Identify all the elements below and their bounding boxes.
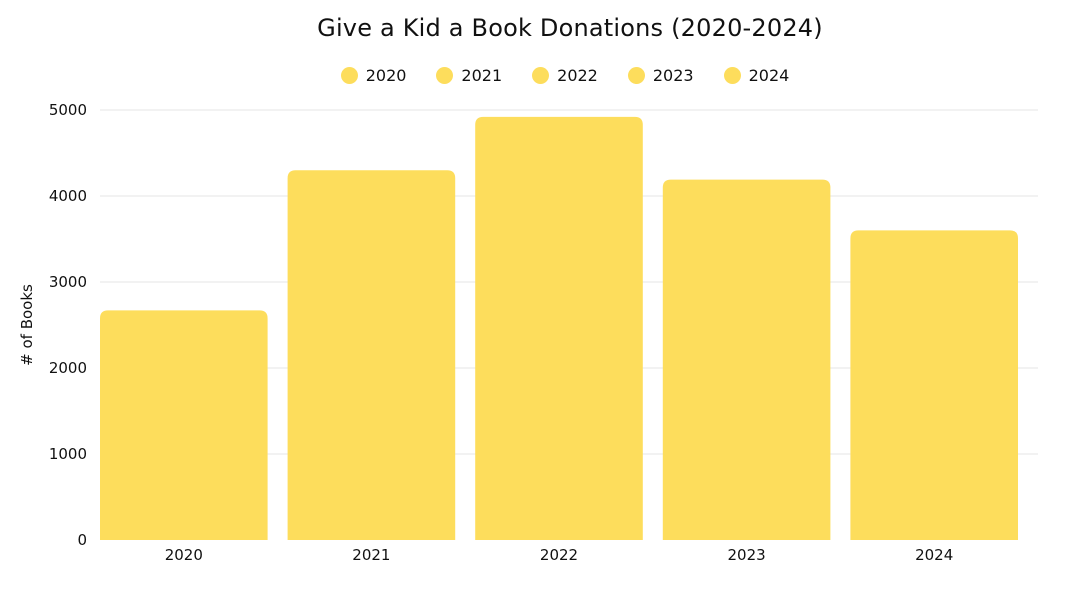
legend-item: 2023 bbox=[627, 66, 694, 85]
y-tick-label: 4000 bbox=[49, 187, 87, 205]
legend-item: 2021 bbox=[436, 66, 502, 85]
legend-swatch bbox=[627, 67, 645, 84]
y-tick-label: 0 bbox=[77, 531, 87, 549]
y-axis-ticks: 0 1000 2000 3000 4000 5000 bbox=[49, 101, 87, 549]
legend-item: 2024 bbox=[723, 66, 790, 85]
bar-2021 bbox=[287, 170, 456, 540]
legend-label: 2023 bbox=[652, 66, 694, 85]
bar-2023 bbox=[662, 179, 831, 540]
legend: 2020 2021 2022 2023 2024 bbox=[0, 66, 1080, 85]
bar-2024 bbox=[850, 230, 1018, 540]
legend-swatch bbox=[723, 67, 741, 84]
x-tick-label: 2021 bbox=[352, 546, 390, 564]
legend-label: 2024 bbox=[748, 66, 790, 85]
x-tick-label: 2023 bbox=[728, 546, 766, 564]
y-tick-label: 3000 bbox=[49, 273, 87, 291]
x-tick-label: 2022 bbox=[540, 546, 578, 564]
legend-label: 2022 bbox=[557, 66, 598, 85]
bar-2020 bbox=[100, 310, 268, 540]
chart-title: Give a Kid a Book Donations (2020-2024) bbox=[317, 14, 823, 42]
y-tick-label: 2000 bbox=[49, 359, 87, 377]
y-tick-label: 5000 bbox=[49, 101, 87, 119]
legend-swatch bbox=[436, 67, 454, 84]
legend-item: 2022 bbox=[532, 66, 598, 85]
y-tick-label: 1000 bbox=[49, 445, 87, 463]
y-axis-title: # of Books bbox=[18, 284, 36, 366]
x-tick-label: 2024 bbox=[915, 546, 953, 564]
bars bbox=[100, 116, 1018, 540]
legend-item: 2020 bbox=[340, 66, 407, 85]
legend-label: 2021 bbox=[461, 66, 503, 85]
legend-swatch bbox=[340, 67, 358, 84]
legend-swatch bbox=[532, 67, 550, 84]
x-tick-label: 2020 bbox=[165, 546, 203, 564]
legend-label: 2020 bbox=[365, 66, 407, 85]
bar-2022 bbox=[475, 116, 643, 540]
x-axis-ticks: 2020 2021 2022 2023 2024 bbox=[165, 546, 954, 564]
